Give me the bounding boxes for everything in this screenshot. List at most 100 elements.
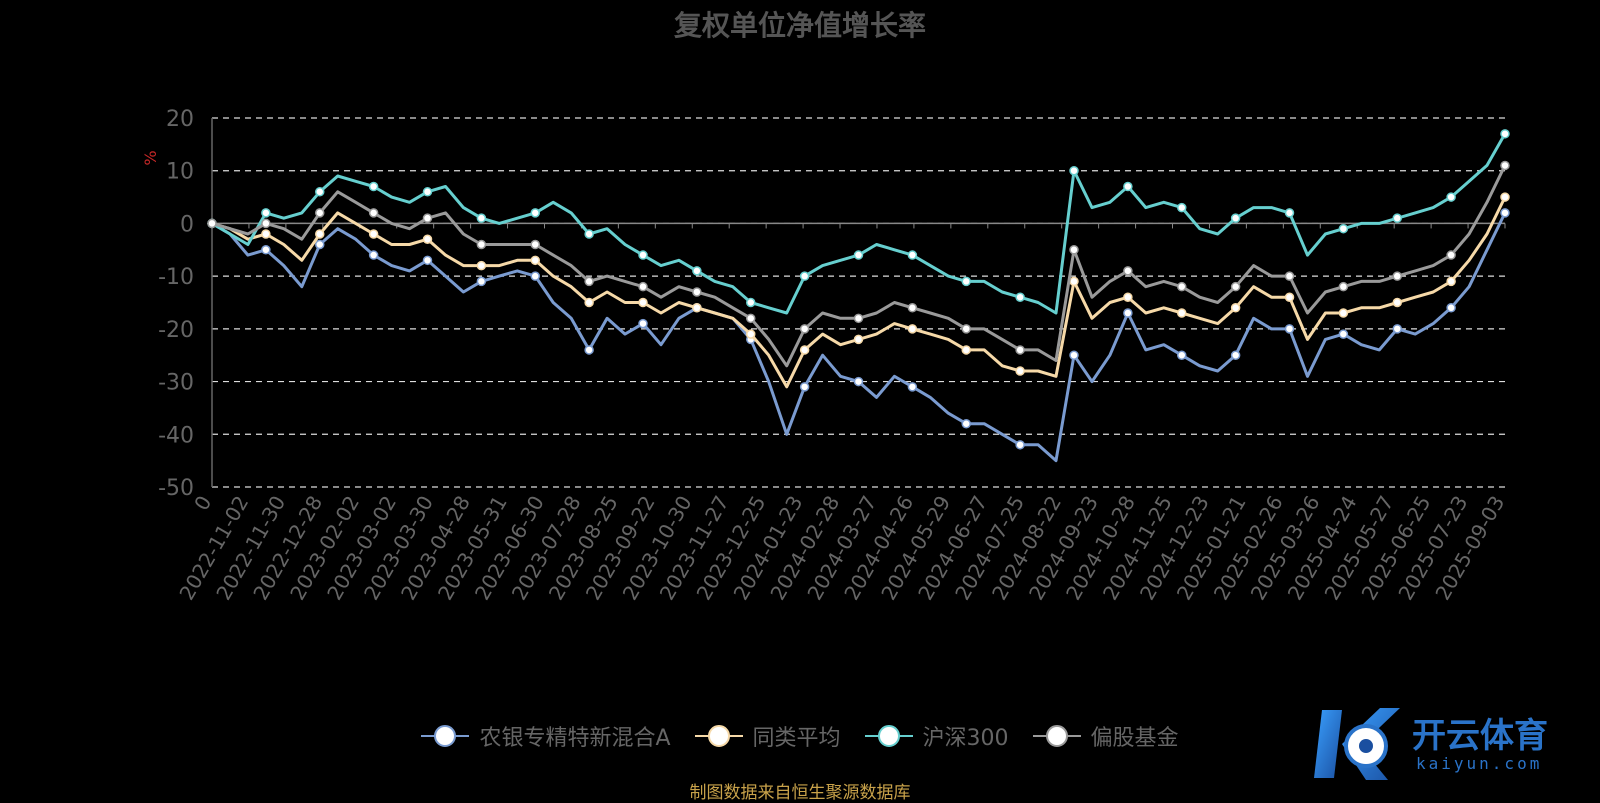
data-point-equity-funds — [799, 324, 810, 334]
data-point-csi300 — [692, 266, 702, 276]
legend-item-category-average[interactable]: 同类平均 — [694, 720, 841, 752]
data-point-category-average — [1069, 276, 1079, 287]
y-tick-label: 0 — [180, 212, 194, 237]
data-point-equity-funds — [907, 303, 918, 313]
data-point-equity-funds — [1177, 281, 1187, 292]
data-point-equity-funds — [584, 276, 594, 287]
line-chart: 20100-10-20-30-40-50%02022-11-022022-11-… — [141, 107, 1510, 604]
watermark-text: 开云体育 — [1412, 716, 1548, 756]
data-point-fund — [961, 418, 971, 429]
legend-label-csi300: 沪深300 — [922, 726, 1009, 751]
data-point-category-average — [476, 260, 487, 271]
data-point-csi300 — [476, 213, 487, 223]
data-point-fund — [422, 255, 433, 266]
data-point-category-average — [799, 345, 810, 355]
data-point-csi300 — [961, 276, 971, 287]
legend-label-category-average: 同类平均 — [752, 726, 841, 751]
data-point-csi300 — [1338, 223, 1349, 234]
data-point-category-average — [315, 229, 325, 239]
series-line-category-average — [211, 196, 1507, 389]
data-point-fund — [1177, 350, 1187, 360]
y-tick-label: -10 — [158, 265, 194, 290]
data-point-csi300 — [746, 297, 756, 308]
data-point-category-average — [746, 329, 756, 339]
watermark-logo: 开云体育 kaiyun.com — [1308, 700, 1598, 788]
data-point-equity-funds — [692, 287, 702, 297]
legend-item-fund[interactable]: 农银专精特新混合A — [421, 720, 671, 752]
data-point-fund — [1123, 308, 1133, 318]
data-point-csi300 — [1069, 165, 1079, 176]
data-point-equity-funds — [1392, 271, 1402, 281]
data-point-csi300 — [799, 271, 810, 281]
legend-item-equity-funds[interactable]: 偏股基金 — [1032, 720, 1179, 752]
data-point-fund — [1446, 303, 1456, 313]
data-point-fund — [584, 345, 594, 355]
data-point-category-average — [422, 234, 433, 244]
data-point-equity-funds — [1500, 160, 1510, 171]
y-tick-label: -50 — [158, 476, 194, 501]
data-point-fund — [799, 382, 810, 392]
data-point-category-average — [584, 297, 594, 308]
data-point-equity-funds — [476, 239, 487, 250]
data-point-csi300 — [1230, 213, 1241, 223]
source-note: 制图数据来自恒生聚源数据库 — [689, 783, 911, 803]
legend-marker-fund — [421, 725, 470, 747]
x-tick-label: 0 — [189, 492, 216, 515]
data-point-fund — [476, 276, 487, 287]
legend-marker-category-average — [694, 725, 743, 747]
legend-item-csi300[interactable]: 沪深300 — [864, 720, 1009, 752]
data-point-category-average — [1015, 366, 1025, 376]
y-tick-label: -30 — [158, 371, 194, 396]
data-point-equity-funds — [961, 324, 971, 334]
data-point-fund — [368, 250, 379, 260]
data-point-equity-funds — [1069, 245, 1079, 255]
legend-label-equity-funds: 偏股基金 — [1090, 726, 1179, 751]
data-point-category-average — [1284, 292, 1295, 302]
data-point-fund — [1500, 208, 1510, 218]
data-point-csi300 — [907, 250, 918, 260]
data-point-fund — [261, 245, 271, 255]
data-point-csi300 — [1123, 181, 1133, 192]
data-point-fund — [853, 376, 864, 387]
data-point-fund — [1069, 350, 1079, 360]
y-axis-label: % — [141, 150, 160, 165]
data-point-csi300 — [584, 229, 594, 239]
data-point-csi300 — [261, 208, 271, 218]
y-tick-label: 10 — [166, 160, 194, 185]
data-point-fund — [638, 318, 648, 329]
legend-marker-csi300 — [864, 725, 913, 747]
data-point-fund — [1284, 324, 1295, 334]
data-point-equity-funds — [1338, 281, 1349, 292]
data-point-category-average — [853, 334, 864, 345]
data-point-fund — [1392, 324, 1402, 334]
data-point-equity-funds — [1015, 345, 1025, 355]
data-point-csi300 — [368, 181, 379, 192]
data-point-equity-funds — [746, 313, 756, 324]
data-point-fund — [907, 382, 918, 392]
data-point-equity-funds — [368, 208, 379, 218]
data-point-category-average — [1123, 292, 1133, 302]
data-point-equity-funds — [261, 218, 271, 229]
data-point-equity-funds — [530, 239, 540, 250]
data-point-fund — [315, 239, 325, 250]
data-point-category-average — [1392, 297, 1402, 308]
data-point-category-average — [1230, 303, 1241, 313]
legend-label-fund: 农银专精特新混合A — [479, 726, 671, 751]
data-point-category-average — [638, 297, 648, 308]
data-point-category-average — [692, 303, 702, 313]
data-point-equity-funds — [315, 208, 325, 218]
data-point-csi300 — [1500, 129, 1510, 139]
data-point-csi300 — [530, 208, 540, 218]
data-point-csi300 — [1284, 208, 1295, 218]
data-point-csi300 — [1015, 292, 1025, 302]
data-point-equity-funds — [1123, 266, 1133, 276]
data-point-csi300 — [1392, 213, 1402, 223]
legend-marker-equity-funds — [1032, 725, 1081, 747]
y-tick-label: -20 — [158, 318, 194, 343]
data-point-category-average — [1177, 308, 1187, 318]
data-point-csi300 — [853, 250, 864, 260]
data-point-equity-funds — [853, 313, 864, 324]
watermark-url: kaiyun.com — [1416, 754, 1543, 773]
data-point-equity-funds — [207, 218, 217, 229]
chart-legend: 农银专精特新混合A 同类平均 沪深300 偏股基金 — [0, 720, 1600, 752]
